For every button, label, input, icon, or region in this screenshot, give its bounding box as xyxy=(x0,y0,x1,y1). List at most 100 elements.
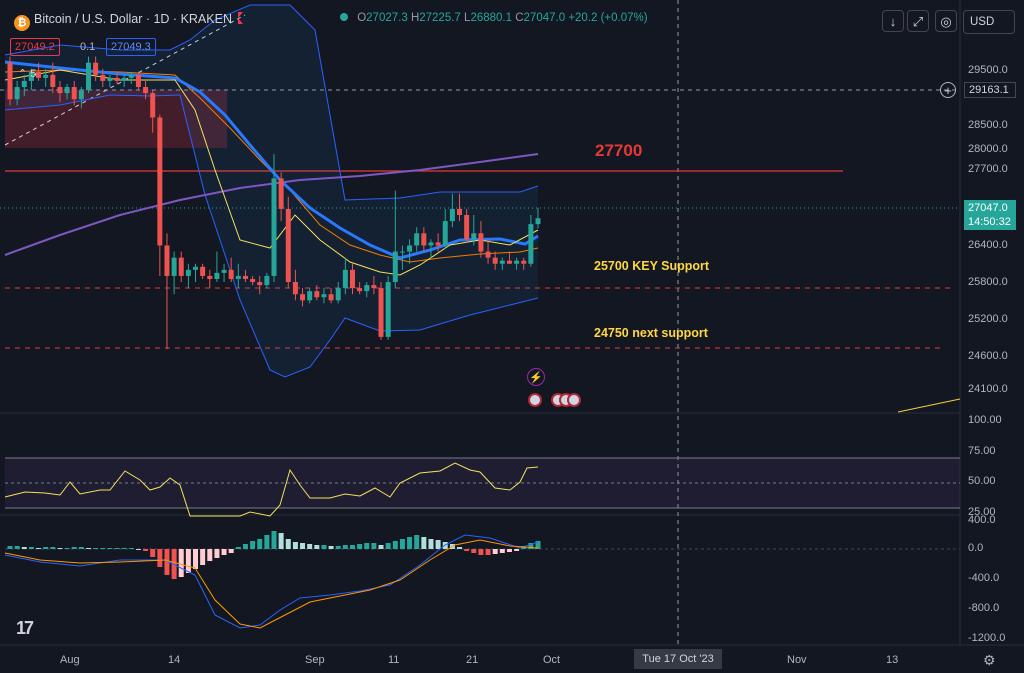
settings-gear-icon[interactable]: ⚙ xyxy=(983,652,996,668)
add-alert-icon[interactable]: + xyxy=(940,82,956,98)
price-axis-label: 25200.0 xyxy=(968,313,1008,325)
indicator-collapse-toggle[interactable]: ⌃ 5 xyxy=(18,68,37,80)
key-support-label: 25700 KEY Support xyxy=(594,259,710,273)
candle-body xyxy=(150,93,156,118)
macd-axis-label: -400.0 xyxy=(968,572,1000,584)
macd-histogram-bar xyxy=(328,546,334,549)
candle-body xyxy=(307,291,313,301)
candle-body xyxy=(185,269,191,276)
ma-orange xyxy=(4,69,539,263)
candle-body xyxy=(292,282,298,295)
macd-histogram-bar xyxy=(292,542,298,549)
close-value: 27047.0 xyxy=(523,12,566,24)
time-axis-label: Sep xyxy=(305,654,325,666)
candle-body xyxy=(314,291,320,298)
macd-histogram-bar xyxy=(14,546,20,549)
candle-body xyxy=(14,87,20,100)
sell-price-button[interactable]: 27049.2 xyxy=(10,38,60,56)
candle-body xyxy=(478,233,484,252)
macd-histogram-bar xyxy=(242,544,248,549)
macd-histogram-bar xyxy=(435,540,441,549)
candle-body xyxy=(321,294,327,298)
candle-body xyxy=(399,251,405,253)
macd-histogram-bar xyxy=(457,547,463,549)
candle-body xyxy=(28,71,34,81)
macd-histogram-bar xyxy=(135,549,141,550)
time-axis-label: 11 xyxy=(388,654,400,666)
us-flag-event-icon[interactable] xyxy=(528,393,542,407)
flag-icon[interactable] xyxy=(237,12,243,24)
arrow-down-icon[interactable]: ↓ xyxy=(882,10,904,32)
candle-body xyxy=(64,87,70,94)
macd-histogram-bar xyxy=(407,537,413,549)
chevron-up-icon: ⌃ xyxy=(18,68,31,80)
candle-body xyxy=(242,275,248,279)
lightning-event-icon[interactable]: ⚡ xyxy=(527,368,545,386)
bitcoin-icon: ₿ xyxy=(14,15,30,31)
candle-body xyxy=(371,285,377,289)
bollinger-lower xyxy=(4,94,539,378)
candle-body xyxy=(128,74,134,78)
ma-200 xyxy=(4,153,539,256)
macd-histogram-bar xyxy=(57,548,63,549)
macd-histogram-bar xyxy=(442,542,448,549)
candle-body xyxy=(257,282,263,286)
candle-body xyxy=(335,288,341,301)
time-axis-label: Aug xyxy=(60,654,80,666)
currency-select[interactable]: USD xyxy=(963,10,1015,34)
candle-body xyxy=(414,233,420,246)
candle-body xyxy=(535,218,541,225)
fullscreen-icon[interactable]: ⤢ xyxy=(907,10,929,32)
candle-body xyxy=(442,221,448,246)
candle-body xyxy=(357,288,363,292)
market-status-icon xyxy=(340,13,348,21)
macd-histogram-bar xyxy=(78,547,84,549)
macd-histogram-bar xyxy=(371,543,377,549)
candle-body xyxy=(50,74,56,88)
macd-histogram-bar xyxy=(50,547,56,549)
time-axis-label: Oct xyxy=(543,654,561,666)
macd-histogram-bar xyxy=(100,548,106,549)
macd-histogram-bar xyxy=(64,548,70,549)
buy-price-button[interactable]: 27049.3 xyxy=(106,38,156,56)
macd-histogram-bar xyxy=(499,549,505,553)
macd-histogram-bar xyxy=(143,549,149,551)
tradingview-logo: 17 xyxy=(16,618,34,638)
macd-histogram-bar xyxy=(278,533,284,549)
macd-histogram-bar xyxy=(271,531,277,549)
price-axis-label: 26400.0 xyxy=(968,239,1008,251)
price-axis-label: 29500.0 xyxy=(968,64,1008,76)
macd-histogram-bar xyxy=(285,539,291,549)
candle-body xyxy=(300,294,306,301)
macd-histogram-bar xyxy=(335,546,341,549)
candle-body xyxy=(449,208,455,222)
candle-body xyxy=(71,87,77,100)
us-flag-event-icon[interactable] xyxy=(567,393,581,407)
candle-body xyxy=(514,260,520,264)
candle-body xyxy=(57,87,63,94)
candle-body xyxy=(428,242,434,246)
macd-histogram-bar xyxy=(114,548,120,549)
candle-body xyxy=(271,178,277,276)
open-value: 27027.3 xyxy=(366,12,408,24)
candle-body xyxy=(143,87,149,94)
candle-body xyxy=(114,77,120,81)
candle-body xyxy=(228,269,234,279)
symbol-header[interactable]: ₿ Bitcoin / U.S. Dollar · 1D · KRAKEN xyxy=(14,12,243,31)
low-value: 26880.1 xyxy=(470,12,513,24)
macd-histogram-bar xyxy=(207,549,213,561)
candle-body xyxy=(364,285,370,292)
candle-body xyxy=(7,62,13,100)
macd-axis-label: -1200.0 xyxy=(968,632,1006,644)
bar-countdown: 14:50:32 xyxy=(968,216,1011,228)
macd-histogram-bar xyxy=(492,549,498,554)
macd-histogram-bar xyxy=(200,549,206,565)
time-axis-label: 21 xyxy=(466,654,479,666)
candle-body xyxy=(349,269,355,289)
macd-histogram-bar xyxy=(36,548,42,549)
camera-icon[interactable]: ◎ xyxy=(935,10,957,32)
crosshair-price-label: 29163.1 xyxy=(964,82,1016,98)
macd-histogram-bar xyxy=(428,539,434,549)
candle-body xyxy=(157,117,163,246)
